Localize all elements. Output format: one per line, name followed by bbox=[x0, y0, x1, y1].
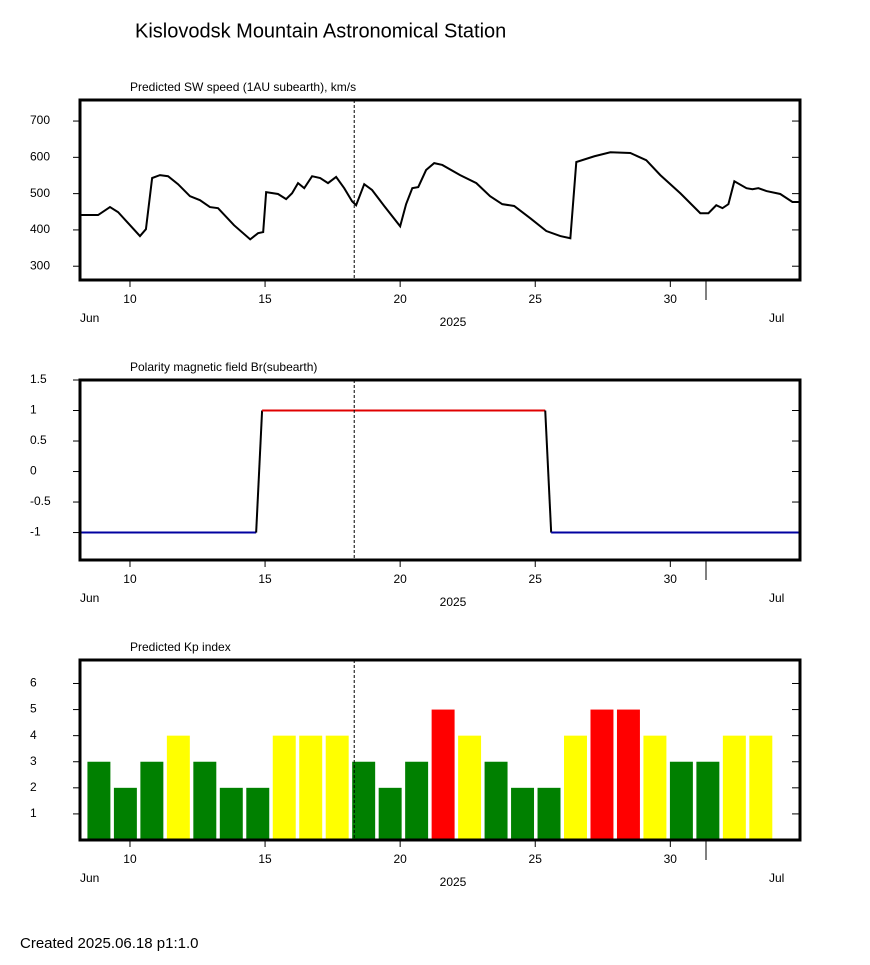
y-tick-label: 700 bbox=[30, 113, 50, 127]
x-tick-label: 15 bbox=[258, 572, 272, 586]
x-tick-label: 10 bbox=[123, 852, 137, 866]
bar bbox=[616, 709, 640, 840]
y-tick-label: 1 bbox=[30, 403, 37, 417]
x-tick-label: 25 bbox=[529, 572, 543, 586]
bar bbox=[669, 761, 693, 840]
y-tick-label: 400 bbox=[30, 222, 50, 236]
x-tick-label: 10 bbox=[123, 572, 137, 586]
data-line bbox=[80, 151, 800, 241]
y-tick-label: 0.5 bbox=[30, 433, 47, 447]
bar bbox=[564, 735, 587, 840]
x-tick-label: 30 bbox=[664, 292, 678, 306]
x-tick-label: 20 bbox=[393, 572, 407, 586]
month-label: Jun bbox=[80, 311, 99, 325]
bar bbox=[696, 761, 720, 840]
bar bbox=[590, 709, 614, 840]
panel-title: Predicted SW speed (1AU subearth), km/s bbox=[130, 80, 356, 94]
bar bbox=[166, 735, 190, 840]
bar bbox=[246, 787, 270, 840]
x-tick-label: 30 bbox=[664, 852, 678, 866]
x-tick-label: 30 bbox=[664, 572, 678, 586]
bar bbox=[643, 735, 667, 840]
y-tick-label: 1 bbox=[30, 806, 37, 820]
x-tick-label: 20 bbox=[393, 852, 407, 866]
plot-frame bbox=[78, 98, 802, 282]
y-tick-label: 3 bbox=[30, 754, 37, 768]
x-tick-label: 25 bbox=[529, 852, 543, 866]
bar bbox=[484, 761, 508, 840]
y-tick-label: -1 bbox=[30, 525, 41, 539]
month-label: Jun bbox=[80, 591, 99, 605]
bar bbox=[378, 787, 402, 840]
y-tick-label: 1.5 bbox=[30, 372, 47, 386]
year-label: 2025 bbox=[440, 595, 467, 609]
bar bbox=[113, 787, 137, 840]
data-line bbox=[544, 410, 553, 533]
y-tick-label: -0.5 bbox=[30, 494, 51, 508]
bar bbox=[299, 735, 323, 840]
y-tick-label: 500 bbox=[30, 186, 50, 200]
bar bbox=[405, 761, 429, 840]
page-title: Kislovodsk Mountain Astronomical Station bbox=[135, 20, 506, 42]
plot-frame bbox=[78, 658, 802, 842]
panel-title: Predicted Kp index bbox=[130, 640, 231, 654]
x-tick-label: 10 bbox=[123, 292, 137, 306]
bar bbox=[272, 735, 296, 840]
month-label: Jul bbox=[769, 311, 784, 325]
bar bbox=[219, 787, 243, 840]
bar bbox=[193, 761, 217, 840]
bar bbox=[722, 735, 746, 840]
month-label: Jul bbox=[769, 591, 784, 605]
data-line bbox=[255, 410, 264, 533]
bar bbox=[537, 787, 561, 840]
y-tick-label: 4 bbox=[30, 728, 37, 742]
x-tick-label: 15 bbox=[258, 292, 272, 306]
year-label: 2025 bbox=[440, 875, 467, 889]
bar bbox=[431, 709, 455, 840]
bar bbox=[352, 761, 376, 840]
footer: Created 2025.06.18 p1:1.0 bbox=[20, 935, 198, 952]
bar bbox=[87, 761, 111, 840]
bar bbox=[140, 761, 164, 840]
bar bbox=[511, 787, 535, 840]
y-tick-label: 300 bbox=[30, 258, 50, 272]
bar bbox=[325, 735, 349, 840]
y-tick-label: 2 bbox=[30, 780, 37, 794]
y-tick-label: 600 bbox=[30, 150, 50, 164]
month-label: Jun bbox=[80, 871, 99, 885]
bar bbox=[458, 735, 482, 840]
month-label: Jul bbox=[769, 871, 784, 885]
x-tick-label: 20 bbox=[393, 292, 407, 306]
y-tick-label: 5 bbox=[30, 702, 37, 716]
y-tick-label: 0 bbox=[30, 464, 37, 478]
x-tick-label: 15 bbox=[258, 852, 272, 866]
year-label: 2025 bbox=[440, 315, 467, 329]
x-tick-label: 25 bbox=[529, 292, 543, 306]
plot-frame bbox=[78, 378, 802, 562]
y-tick-label: 6 bbox=[30, 676, 37, 690]
bar bbox=[749, 735, 773, 840]
panel-title: Polarity magnetic field Br(subearth) bbox=[130, 360, 317, 374]
